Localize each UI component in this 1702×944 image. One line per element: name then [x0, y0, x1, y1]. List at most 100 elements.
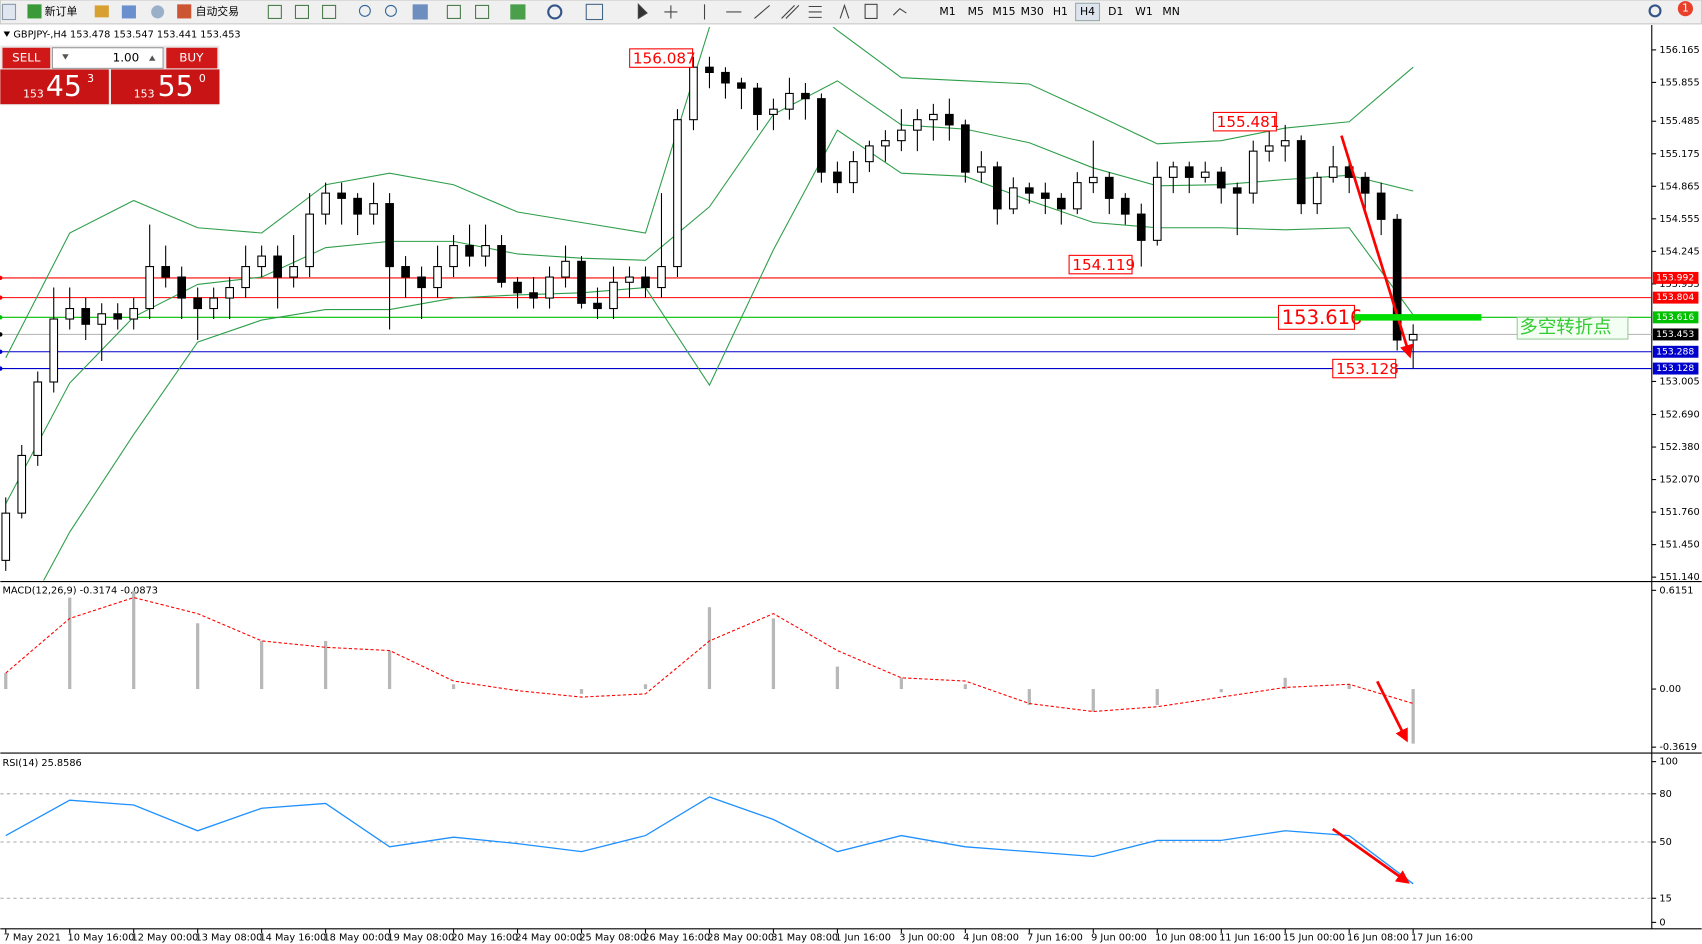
price-tag-label: 153.128 [1656, 363, 1694, 374]
x-tick-label: 16 Jun 08:00 [1347, 932, 1409, 943]
icon[interactable] [446, 4, 461, 19]
candle-body [1312, 176, 1322, 205]
drawing-tools [637, 3, 907, 20]
icon[interactable] [1, 3, 17, 21]
candle-body [529, 292, 538, 299]
icon[interactable] [585, 3, 604, 21]
icon[interactable] [475, 4, 490, 19]
macd-bar [1219, 689, 1223, 693]
crosshair-icon[interactable] [664, 5, 678, 19]
candle-body [625, 276, 634, 283]
lot-up[interactable] [148, 55, 156, 61]
candle-body [1232, 187, 1242, 194]
lot-down[interactable] [62, 54, 69, 60]
candle-body [1120, 197, 1130, 215]
x-tick-label: 7 May 2021 [4, 932, 61, 943]
candle-body [289, 266, 298, 278]
note-box [1516, 316, 1629, 340]
candle-body [225, 287, 234, 299]
bollinger-upper [5, 27, 1414, 359]
candle-body [481, 245, 490, 257]
macd-bar [132, 591, 136, 690]
timeframe-button[interactable]: MN [1162, 5, 1179, 18]
turning-bar [1354, 314, 1482, 321]
icon[interactable] [121, 5, 136, 19]
bid-box[interactable] [0, 69, 109, 105]
candle-body [817, 98, 826, 173]
y-tick-label: 80 [1659, 789, 1671, 800]
candle-body [161, 266, 171, 278]
arrow-icon[interactable] [892, 7, 907, 16]
candle-body [1, 512, 11, 561]
candle-body [1072, 182, 1082, 210]
cursor-icon[interactable] [637, 3, 648, 20]
icon[interactable] [267, 4, 282, 19]
auto-trading-button[interactable]: 自动交易 [196, 4, 239, 18]
timeframe-button[interactable]: M15 [992, 5, 1015, 18]
y-tick-label: 151.140 [1659, 572, 1699, 583]
y-tick-label: 155.485 [1659, 116, 1699, 127]
timeframe-button[interactable]: H1 [1053, 5, 1068, 18]
macd-bar [963, 684, 967, 690]
channel-icon[interactable] [781, 5, 800, 19]
timeframe-button[interactable]: M5 [968, 5, 984, 18]
y-tick-label: 100 [1659, 757, 1678, 768]
candle-body [705, 66, 714, 73]
x-tick-label: 11 Jun 16:00 [1219, 932, 1281, 943]
icon[interactable] [294, 4, 310, 19]
icon[interactable] [384, 4, 397, 17]
alert-badge[interactable] [1677, 1, 1694, 17]
candle-body [1264, 145, 1274, 152]
candle-body [945, 113, 954, 126]
x-tick-label: 19 May 08:00 [387, 932, 454, 943]
candle-body [1088, 176, 1098, 184]
trendline-icon[interactable] [754, 5, 770, 19]
candle-body [1280, 140, 1290, 147]
new-order-icon[interactable] [27, 4, 42, 19]
price-annotation-box [1068, 254, 1133, 275]
text-icon[interactable] [839, 3, 850, 19]
new-order-button[interactable]: 新订单 [45, 4, 78, 18]
rsi-plot [0, 793, 1652, 899]
icon[interactable] [94, 5, 109, 18]
timeframe-button[interactable]: M1 [939, 5, 955, 18]
y-tick-label: 152.070 [1659, 475, 1699, 486]
y-tick-label: 152.380 [1659, 442, 1699, 453]
buy-button[interactable] [166, 47, 218, 69]
toolbar: 新订单 自动交易 [0, 0, 1702, 25]
macd-bar [387, 650, 392, 690]
timeframe-button[interactable]: D1 [1108, 5, 1123, 18]
candle-body [1408, 333, 1418, 341]
icon[interactable] [510, 4, 526, 20]
price-tag-label: 153.616 [1656, 312, 1694, 323]
bollinger-lower [42, 129, 1414, 581]
lot-input[interactable] [51, 47, 164, 69]
sell-button[interactable] [2, 47, 51, 69]
macd-plot [4, 591, 1415, 744]
x-tick-label: 10 May 16:00 [68, 932, 135, 943]
candle-body [657, 266, 666, 289]
icon[interactable] [322, 4, 337, 19]
ask-pips: 55 [158, 70, 194, 103]
price-tag-label: 153.992 [1656, 272, 1694, 283]
search-icon[interactable] [1648, 4, 1662, 18]
icon[interactable] [412, 4, 428, 20]
timeframe-button[interactable]: M30 [1021, 5, 1044, 18]
macd-bar [1155, 689, 1159, 706]
timeframe-button[interactable]: H4 [1080, 5, 1095, 18]
active-timeframe [1075, 2, 1101, 22]
candle-body [849, 161, 858, 184]
macd-label: MACD(12,26,9) -0.3174 -0.0873 [2, 585, 158, 596]
candle-body [353, 197, 362, 215]
timeframe-button[interactable]: W1 [1135, 5, 1153, 18]
fibo-icon[interactable] [808, 5, 822, 18]
icon[interactable] [358, 4, 371, 17]
label-icon[interactable] [864, 3, 878, 19]
ask-box[interactable] [110, 69, 220, 105]
auto-trading-icon[interactable] [177, 4, 192, 19]
icon[interactable] [547, 4, 563, 20]
icon[interactable] [151, 5, 165, 19]
candle-body [801, 92, 810, 100]
macd-bar [1091, 689, 1095, 712]
candle-body [97, 313, 107, 325]
